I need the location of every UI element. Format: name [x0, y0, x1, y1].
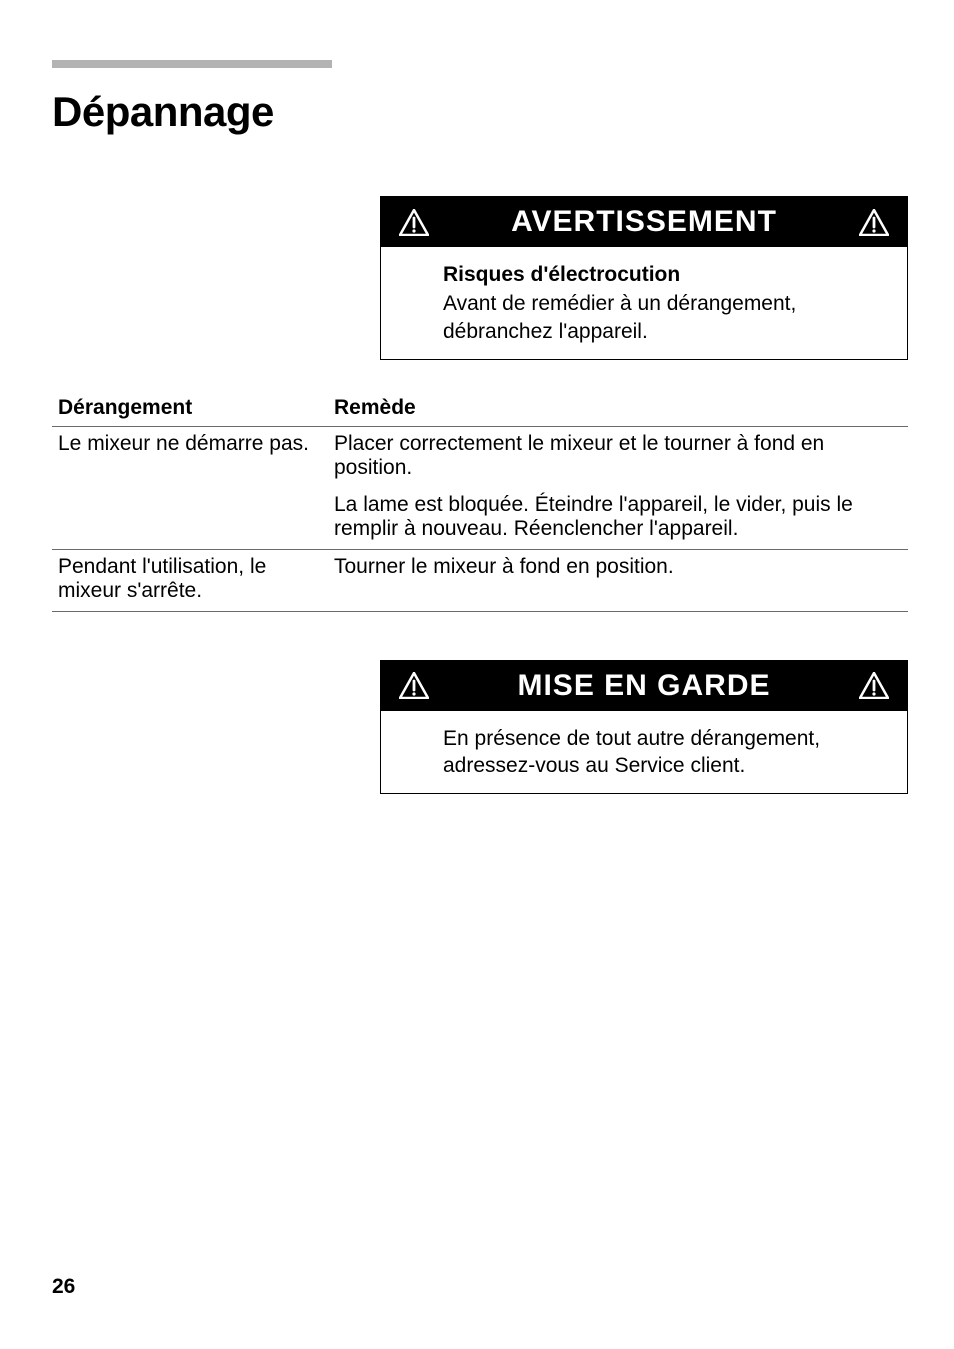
warning-box: AVERTISSEMENT Risques d'électrocution Av… — [380, 196, 908, 360]
warning-body: Risques d'électrocution Avant de remédie… — [381, 247, 907, 359]
warning-triangle-icon — [859, 209, 889, 236]
caution-body: En présence de tout autre dérangement, a… — [381, 711, 907, 794]
cell-remedy: Placer correctement le mixeur et le tour… — [328, 426, 908, 488]
remedy-line: Placer correctement le mixeur et le tour… — [334, 432, 898, 480]
table-row: Le mixeur ne démarre pas. Placer correct… — [52, 426, 908, 488]
warning-triangle-icon — [859, 672, 889, 699]
warning-risk-title: Risques d'électrocution — [443, 261, 885, 288]
table-row: La lame est bloquée. Éteindre l'appareil… — [52, 488, 908, 550]
remedy-line: La lame est bloquée. Éteindre l'appareil… — [334, 493, 898, 541]
warning-triangle-icon — [399, 209, 429, 236]
page-title: Dépannage — [52, 88, 908, 136]
warning-header: AVERTISSEMENT — [381, 197, 907, 247]
col-header-remedy: Remède — [328, 390, 908, 427]
page-number: 26 — [52, 1275, 75, 1299]
page-content: Dépannage AVERTISSEMENT Risques d'élect — [0, 0, 954, 794]
cell-problem: Pendant l'utilisation, le mixeur s'arrêt… — [52, 549, 328, 611]
table-row: Pendant l'utilisation, le mixeur s'arrêt… — [52, 549, 908, 611]
table-header-row: Dérangement Remède — [52, 390, 908, 427]
warning-label: AVERTISSEMENT — [511, 205, 777, 239]
caution-header: MISE EN GARDE — [381, 661, 907, 711]
troubleshoot-table: Dérangement Remède Le mixeur ne démarre … — [52, 390, 908, 612]
header-gray-bar — [52, 60, 332, 68]
cell-remedy: Tourner le mixeur à fond en position. — [328, 549, 908, 611]
caution-label: MISE EN GARDE — [517, 669, 770, 703]
cell-problem-empty — [52, 488, 328, 550]
warning-triangle-icon — [399, 672, 429, 699]
cell-problem: Le mixeur ne démarre pas. — [52, 426, 328, 488]
caution-box: MISE EN GARDE En présence de tout autre … — [380, 660, 908, 795]
col-header-problem: Dérangement — [52, 390, 328, 427]
warning-text: Avant de remédier à un dérangement, débr… — [443, 292, 796, 342]
cell-remedy: La lame est bloquée. Éteindre l'appareil… — [328, 488, 908, 550]
